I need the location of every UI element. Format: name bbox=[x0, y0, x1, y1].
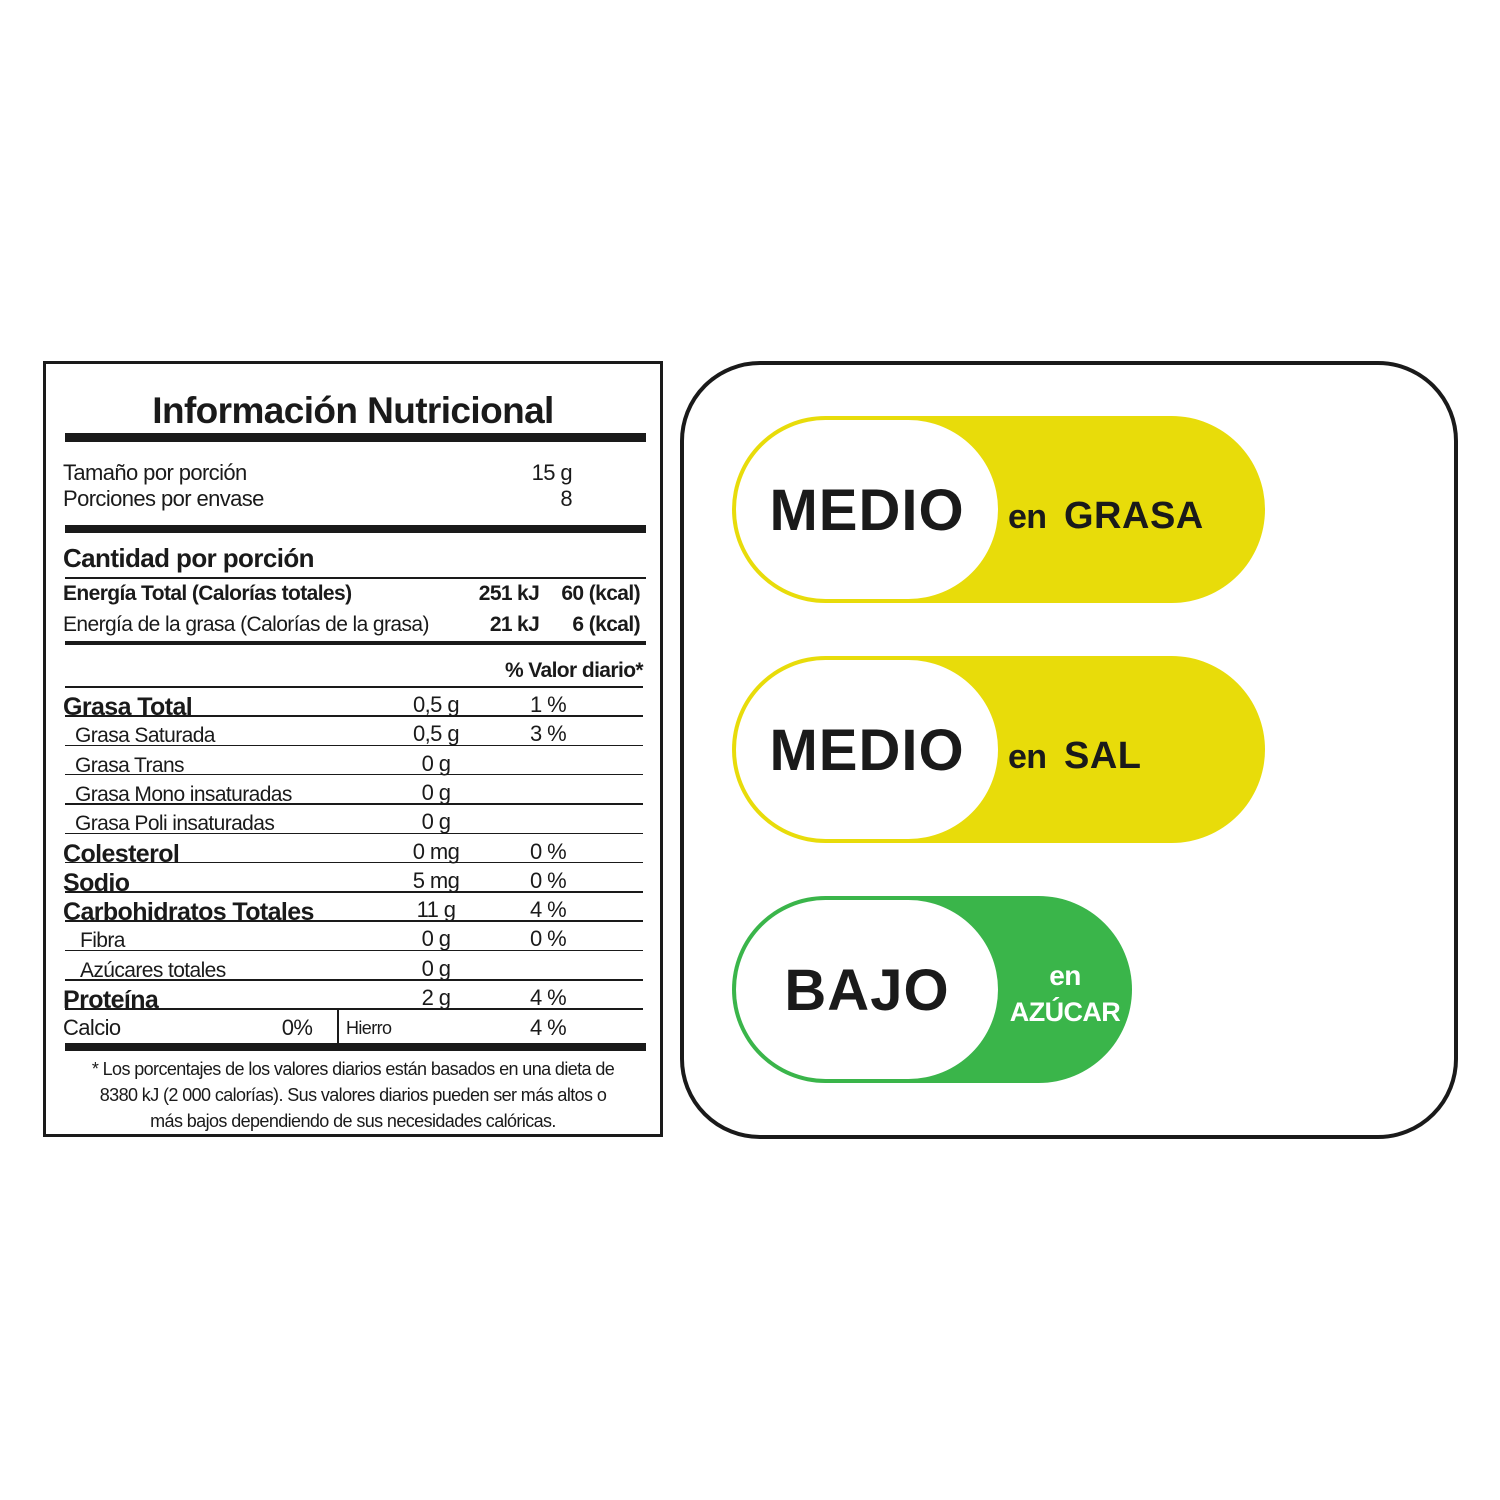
row-line bbox=[65, 803, 643, 805]
mineral-dv: 0% bbox=[281, 1015, 313, 1041]
energy-kj-unit: kJ bbox=[517, 613, 540, 636]
divider bbox=[337, 1008, 339, 1045]
amount-heading: Cantidad por porción bbox=[63, 543, 314, 573]
badge-level: MEDIO bbox=[769, 478, 965, 543]
energy-kcal: 6 (kcal) bbox=[572, 613, 640, 636]
nutrient-amount: 2 g bbox=[421, 985, 451, 1010]
nutrient-amount: 0 g bbox=[421, 750, 451, 776]
footnote: más bajos dependiendo de sus necesidades… bbox=[150, 1111, 556, 1131]
badge-connector: en bbox=[1008, 498, 1047, 536]
nutrient-name: Grasa Saturada bbox=[75, 724, 215, 748]
row-line bbox=[65, 861, 643, 864]
badge-connector: en bbox=[1008, 738, 1047, 776]
mineral-dv: 4 % bbox=[529, 1015, 567, 1041]
badge: BAJO en AZÚCAR bbox=[732, 896, 1132, 1083]
badge-nutrient: SAL bbox=[1064, 735, 1142, 777]
mineral-name: Calcio bbox=[63, 1015, 121, 1041]
badge-level: MEDIO bbox=[769, 718, 965, 783]
badge-inner bbox=[736, 420, 998, 599]
serving-value: 8 bbox=[560, 486, 572, 511]
badge-inner bbox=[736, 660, 998, 839]
title: Información Nutricional bbox=[152, 390, 554, 431]
nutrient-dv: 0 % bbox=[529, 926, 567, 952]
rule bbox=[65, 1043, 646, 1051]
nutrient-name: Fibra bbox=[80, 929, 125, 953]
nutrient-dv: 4 % bbox=[529, 985, 567, 1010]
rule bbox=[65, 641, 646, 645]
energy-kj: 21 bbox=[489, 613, 513, 636]
footnote: * Los porcentajes de los valores diarios… bbox=[91, 1059, 615, 1079]
nutrient-name: Grasa Trans bbox=[75, 753, 185, 777]
dv-heading: % Valor diario* bbox=[504, 659, 644, 682]
energy-kj-unit: kJ bbox=[517, 582, 540, 605]
badge-nutrient: AZÚCAR bbox=[1009, 997, 1121, 1027]
energy-label: Energía Total (Calorías totales) bbox=[63, 582, 352, 605]
serving-value: 15 g bbox=[531, 460, 573, 485]
nutrient-amount: 0 mg bbox=[412, 838, 460, 864]
badge: MEDIO en SAL bbox=[732, 656, 1265, 843]
badge-inner bbox=[736, 900, 998, 1079]
energy-label: Energía de la grasa (Calorías de la gras… bbox=[63, 613, 429, 636]
nutrient-dv: 0 % bbox=[529, 838, 567, 864]
row-line bbox=[65, 1008, 643, 1010]
nutrient-dv: 0 % bbox=[529, 867, 567, 893]
nutrition-label: Información Nutricional Tamaño por porci… bbox=[43, 361, 663, 1137]
row-line bbox=[65, 715, 643, 717]
energy-kj: 251 bbox=[478, 582, 513, 605]
row-line bbox=[65, 832, 643, 834]
nutrient-name: Azúcares totales bbox=[80, 958, 226, 982]
badge: MEDIO en GRASA bbox=[732, 416, 1265, 603]
row-line bbox=[65, 773, 643, 776]
row-line bbox=[65, 979, 643, 981]
nutrient-amount: 0 g bbox=[421, 809, 451, 835]
nutrient-amount: 0 g bbox=[421, 955, 451, 981]
row-line bbox=[65, 891, 643, 893]
nutrient-dv: 1 % bbox=[529, 692, 567, 717]
nutrient-name: Grasa Poli insaturadas bbox=[75, 812, 275, 836]
row-line bbox=[65, 920, 643, 922]
badge-connector: en bbox=[1049, 960, 1081, 991]
badge-nutrient: GRASA bbox=[1064, 495, 1204, 537]
nutrient-dv: 4 % bbox=[529, 897, 567, 923]
warning-panel: MEDIO en GRASA MEDIO en SAL BAJO en AZÚCAR bbox=[680, 361, 1458, 1139]
nutrient-name: Grasa Mono insaturadas bbox=[75, 782, 292, 806]
nutrient-amount: 0,5 g bbox=[413, 721, 460, 747]
mineral-name: Hierro bbox=[346, 1018, 392, 1039]
nutrient-amount: 0 g bbox=[421, 926, 451, 952]
serving-label: Tamaño por porción bbox=[63, 460, 247, 485]
nutrient-dv: 3 % bbox=[529, 721, 567, 747]
nutrient-amount: 11 g bbox=[416, 897, 456, 923]
serving-label: Porciones por envase bbox=[63, 486, 264, 511]
row-line bbox=[65, 949, 643, 952]
rule bbox=[65, 525, 646, 533]
footnote: 8380 kJ (2 000 calorías). Sus valores di… bbox=[99, 1085, 607, 1105]
rule bbox=[65, 577, 646, 579]
nutrient-amount: 0 g bbox=[421, 779, 451, 805]
badge-level: BAJO bbox=[784, 958, 950, 1023]
nutrient-amount: 0,5 g bbox=[413, 692, 460, 717]
row-line bbox=[65, 744, 643, 747]
energy-kcal: 60 (kcal) bbox=[561, 582, 640, 605]
rule bbox=[65, 433, 646, 442]
row-line bbox=[65, 686, 643, 688]
nutrient-amount: 5 mg bbox=[412, 867, 460, 893]
